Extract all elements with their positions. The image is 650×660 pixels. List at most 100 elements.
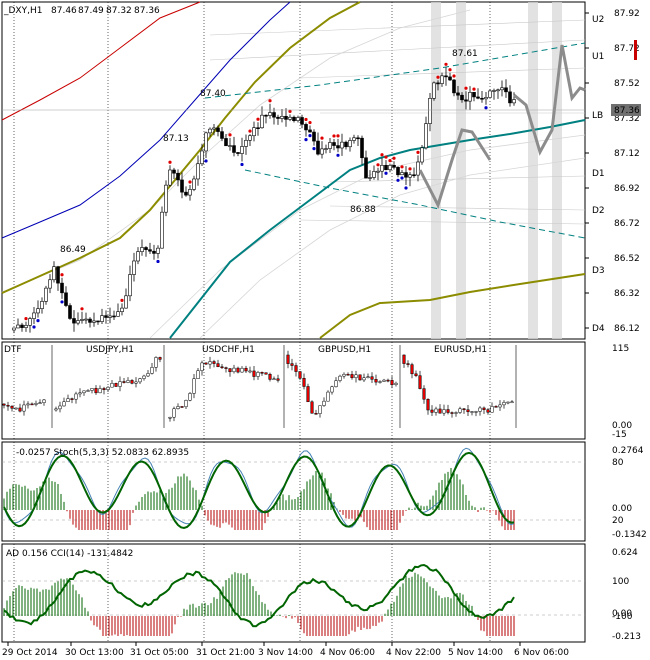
fractal-down-marker — [396, 178, 400, 182]
pair-candle-body — [62, 401, 66, 407]
candle-body — [28, 318, 32, 326]
cci-scale-label: 100 — [612, 577, 629, 587]
fractal-up-marker — [408, 167, 412, 171]
stoch-header: -0.0257 Stoch(5,3,3) 52.0833 62.8935 — [16, 448, 189, 458]
pair-candle-body — [326, 391, 330, 402]
candle-body — [356, 137, 360, 140]
fractal-up-marker — [168, 160, 172, 164]
fractal-down-marker — [60, 300, 64, 304]
pair-candle-body — [200, 362, 204, 371]
price-scale-label: 87.32 — [614, 114, 640, 124]
time-axis-label: 31 Oct 21:00 — [196, 648, 255, 658]
candle-body — [140, 247, 144, 252]
projection-line — [329, 175, 586, 183]
pair-candle-body — [78, 392, 82, 395]
fractal-up-marker — [384, 155, 388, 159]
pair-candle-body — [406, 363, 410, 365]
pair-candle-body — [298, 371, 302, 379]
candle-body — [320, 148, 324, 155]
candle-body — [128, 274, 132, 297]
price-scale-label: 86.32 — [614, 289, 640, 299]
forecast-band — [528, 2, 538, 339]
pair-candle-body — [94, 388, 98, 394]
candle-body — [416, 161, 420, 176]
candle-body — [212, 127, 216, 130]
fractal-up-marker — [380, 153, 384, 157]
price-scale-label: 87.12 — [614, 149, 640, 159]
pair-candle-body — [498, 404, 502, 408]
candle-body — [108, 315, 112, 318]
candle-body — [284, 115, 288, 120]
candle-body — [372, 171, 376, 178]
candle-body — [156, 247, 160, 254]
pair-candle-body — [42, 399, 46, 403]
candle-body — [304, 124, 308, 131]
candle-body — [152, 250, 156, 254]
pair-candle-body — [208, 361, 212, 365]
pair-candle-body — [276, 378, 280, 381]
stoch-scale-label: 20 — [612, 516, 624, 526]
pair-candle-body — [306, 386, 310, 403]
time-axis-label: 30 Oct 13:00 — [65, 648, 124, 658]
pair-candle-body — [334, 380, 338, 388]
envelope-band — [149, 134, 586, 339]
pair-candle-body — [438, 408, 442, 414]
red-band-line — [1, 1, 201, 121]
level-label: LB — [592, 111, 603, 121]
candle-body — [184, 191, 188, 196]
fractal-up-marker — [288, 109, 292, 113]
pair-candle-body — [362, 377, 366, 381]
candle-body — [52, 266, 56, 281]
candle-body — [444, 75, 448, 78]
fractal-down-marker — [156, 259, 160, 264]
stoch-signal-line — [3, 447, 515, 528]
pair-candle-body — [106, 386, 110, 390]
pair-candle-body — [506, 401, 510, 404]
candle-body — [352, 137, 356, 141]
candle-body — [476, 96, 480, 99]
pair-candle-body — [212, 361, 216, 364]
fractal-up-marker — [452, 74, 456, 78]
pair-candle-body — [10, 405, 14, 409]
pair-candle-body — [318, 405, 322, 414]
candle-body — [404, 172, 408, 178]
pair-candle-body — [122, 381, 126, 383]
pair-candle-body — [204, 362, 208, 365]
pair-candle-body — [114, 383, 118, 387]
pair-candle-body — [510, 401, 514, 404]
pair-candle-body — [490, 406, 494, 413]
main-chart-pane: 87.92 87.72 87.52 87.32 87.12 86.92 86.72 86.52… — [1, 1, 641, 642]
current-price-tag — [611, 104, 641, 116]
candle-body — [176, 172, 180, 181]
stoch-scale-label: 0.2764 — [612, 446, 644, 456]
candle-body — [88, 318, 92, 323]
fractal-down-marker — [308, 134, 312, 138]
price-annotation: 87.40 — [200, 89, 226, 99]
pair-candle-body — [310, 401, 314, 414]
price-marker-bar — [634, 40, 637, 60]
pair-candle-body — [494, 406, 498, 408]
pair-candle-body — [126, 380, 130, 383]
pair-candle-body — [370, 376, 374, 380]
time-axis-label: 31 Oct 05:00 — [130, 648, 189, 658]
candle-body — [204, 132, 208, 152]
pairs-scale-label: -15 — [612, 430, 627, 440]
fractal-up-marker — [188, 180, 192, 184]
candle-body — [364, 157, 368, 179]
fractal-up-marker — [256, 117, 260, 121]
candle-body — [376, 170, 380, 173]
envelope-band — [199, 157, 586, 339]
candle-body — [120, 307, 124, 312]
pair-candle-body — [374, 379, 378, 383]
projection-line — [299, 67, 586, 79]
pair-candle-body — [314, 413, 318, 415]
price-scale-label: 87.92 — [614, 9, 640, 19]
cci-scale-label: 0.00 — [612, 609, 632, 619]
pair-candle-body — [290, 363, 294, 366]
olive-upper-line — [1, 1, 361, 294]
pair-label: GBPUSD,H1 — [318, 345, 371, 355]
pair-candle-body — [402, 354, 406, 364]
candle-body — [228, 145, 232, 147]
candle-body — [496, 89, 500, 92]
